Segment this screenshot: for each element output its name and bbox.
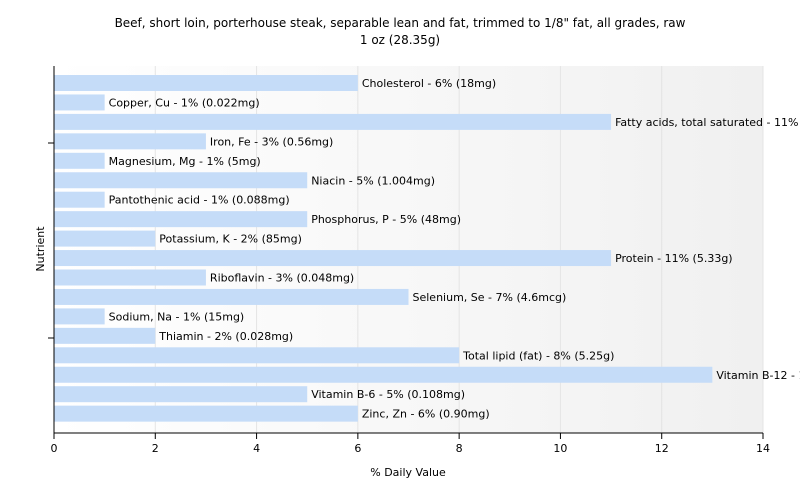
bar-label: Niacin - 5% (1.004mg) bbox=[311, 174, 435, 187]
bar-label: Zinc, Zn - 6% (0.90mg) bbox=[362, 408, 490, 421]
x-axis-label: % Daily Value bbox=[370, 466, 446, 479]
x-tick-label: 4 bbox=[253, 442, 260, 455]
bar bbox=[54, 347, 460, 364]
bar bbox=[54, 308, 105, 325]
bar-label: Vitamin B-12 - 13% (0.77mcg) bbox=[716, 369, 800, 382]
bar bbox=[54, 250, 612, 267]
bar-label: Pantothenic acid - 1% (0.088mg) bbox=[109, 194, 290, 207]
bar bbox=[54, 75, 358, 91]
bar bbox=[54, 191, 105, 208]
axes bbox=[48, 66, 764, 439]
chart-title: Beef, short loin, porterhouse steak, sep… bbox=[114, 16, 686, 30]
chart-subtitle: 1 oz (28.35g) bbox=[359, 33, 441, 47]
x-tick-label: 6 bbox=[354, 442, 361, 455]
x-tick-label: 12 bbox=[655, 442, 669, 455]
bar bbox=[54, 366, 713, 383]
bar-label: Thiamin - 2% (0.028mg) bbox=[158, 330, 293, 343]
x-tick-label: 0 bbox=[51, 442, 58, 455]
x-tick-labels: 0 2 4 6 8 10 12 14 bbox=[51, 442, 771, 455]
bar-label: Sodium, Na - 1% (15mg) bbox=[109, 310, 245, 323]
bar-label: Fatty acids, total saturated - 11% (2.10… bbox=[615, 116, 800, 129]
bar bbox=[54, 288, 409, 305]
bar-label: Riboflavin - 3% (0.048mg) bbox=[210, 272, 354, 285]
bar-label: Selenium, Se - 7% (4.6mcg) bbox=[413, 291, 567, 304]
bar-label: Phosphorus, P - 5% (48mg) bbox=[311, 213, 461, 226]
x-tick-label: 2 bbox=[152, 442, 159, 455]
bar bbox=[54, 386, 308, 403]
y-axis-label: Nutrient bbox=[34, 226, 47, 272]
x-tick-label: 8 bbox=[456, 442, 463, 455]
x-tick-label: 10 bbox=[553, 442, 567, 455]
x-tick-label: 14 bbox=[756, 442, 770, 455]
bar-label: Magnesium, Mg - 1% (5mg) bbox=[109, 155, 261, 168]
bar bbox=[54, 133, 206, 150]
bar bbox=[54, 113, 612, 130]
bar bbox=[54, 172, 308, 189]
bar bbox=[54, 230, 156, 247]
bar bbox=[54, 211, 308, 228]
bar bbox=[54, 269, 206, 286]
bar-label: Total lipid (fat) - 8% (5.25g) bbox=[462, 349, 614, 362]
bar-label: Protein - 11% (5.33g) bbox=[615, 252, 733, 265]
bars bbox=[54, 75, 713, 422]
bar bbox=[54, 327, 156, 344]
bar-labels: Cholesterol - 6% (18mg) Copper, Cu - 1% (… bbox=[109, 77, 800, 421]
bar bbox=[54, 94, 105, 111]
bar-label: Iron, Fe - 3% (0.56mg) bbox=[210, 135, 333, 148]
bar bbox=[54, 405, 358, 422]
bar-label: Potassium, K - 2% (85mg) bbox=[159, 233, 302, 246]
bar-label: Cholesterol - 6% (18mg) bbox=[362, 77, 496, 90]
bar-label: Vitamin B-6 - 5% (0.108mg) bbox=[311, 388, 465, 401]
bar bbox=[54, 152, 105, 169]
bar-label: Copper, Cu - 1% (0.022mg) bbox=[109, 96, 260, 109]
